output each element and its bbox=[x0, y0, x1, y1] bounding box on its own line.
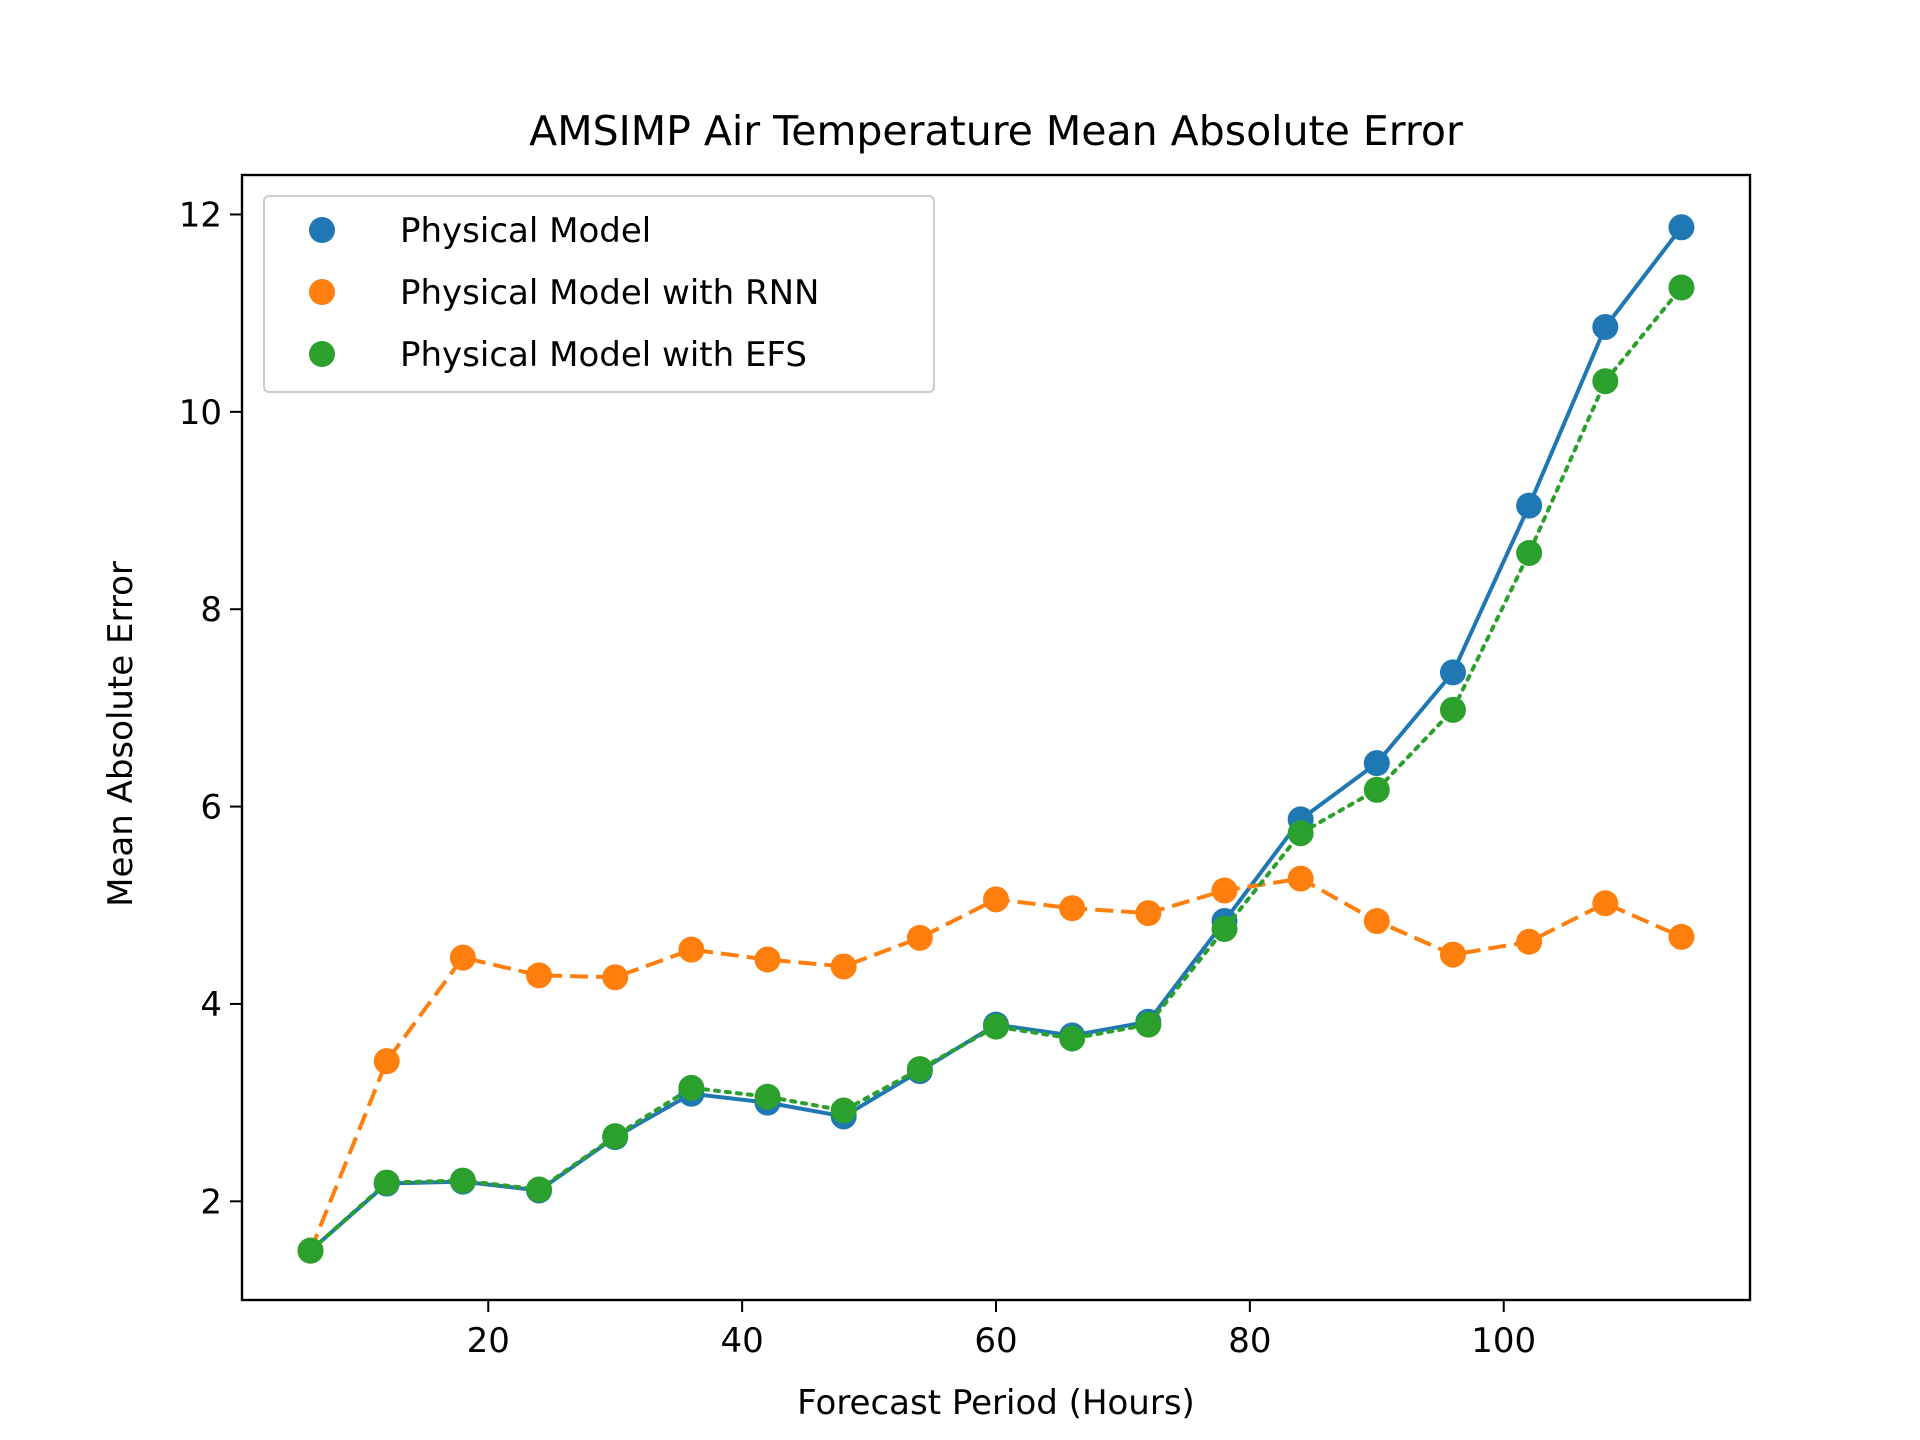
data-point bbox=[1135, 1011, 1162, 1038]
data-point bbox=[1516, 539, 1543, 566]
x-axis-label: Forecast Period (Hours) bbox=[797, 1383, 1195, 1423]
data-point bbox=[1287, 820, 1314, 847]
y-tick-label: 6 bbox=[200, 788, 222, 828]
legend-marker bbox=[309, 279, 335, 305]
data-point bbox=[1059, 895, 1086, 922]
data-point bbox=[1439, 659, 1466, 686]
legend-label: Physical Model bbox=[400, 211, 651, 251]
x-tick-label: 40 bbox=[720, 1321, 763, 1361]
data-point bbox=[449, 944, 476, 971]
data-point bbox=[983, 886, 1009, 913]
data-point bbox=[602, 1123, 629, 1150]
data-point bbox=[1363, 908, 1390, 935]
data-point bbox=[1516, 492, 1543, 519]
data-point bbox=[906, 1056, 933, 1083]
y-tick-label: 12 bbox=[179, 195, 222, 235]
data-point bbox=[1439, 941, 1466, 968]
data-point bbox=[373, 1048, 400, 1075]
legend: Physical Model Physical Model with RNN Phy… bbox=[263, 195, 935, 393]
data-point bbox=[1287, 865, 1314, 892]
legend-box bbox=[263, 195, 935, 393]
series-line bbox=[308, 876, 1683, 1252]
y-tick-label: 10 bbox=[179, 393, 222, 433]
data-point bbox=[1363, 776, 1390, 803]
data-point bbox=[1439, 696, 1466, 723]
data-point bbox=[678, 1074, 705, 1101]
data-point bbox=[1592, 313, 1619, 340]
x-tick-label: 80 bbox=[1228, 1321, 1271, 1361]
data-point bbox=[526, 1176, 553, 1203]
x-axis: 20 40 60 80 100 bbox=[467, 1300, 1536, 1361]
data-point bbox=[1516, 928, 1543, 955]
data-point bbox=[449, 1167, 476, 1194]
series-line bbox=[308, 285, 1684, 1253]
legend-marker bbox=[309, 341, 335, 367]
series-3 bbox=[297, 274, 1695, 1264]
legend-label: Physical Model with RNN bbox=[400, 273, 819, 313]
x-tick-label: 60 bbox=[974, 1321, 1017, 1361]
data-point bbox=[830, 953, 857, 980]
data-point bbox=[983, 1013, 1009, 1040]
legend-item: Physical Model with EFS bbox=[309, 335, 807, 375]
data-point bbox=[678, 936, 705, 963]
series-layer bbox=[297, 214, 1695, 1264]
data-point bbox=[373, 1169, 400, 1196]
legend-item: Physical Model with RNN bbox=[309, 273, 819, 313]
y-axis-label: Mean Absolute Error bbox=[101, 561, 141, 907]
y-tick-label: 8 bbox=[200, 590, 222, 630]
data-point bbox=[1059, 1025, 1086, 1052]
data-point bbox=[754, 1083, 781, 1110]
data-point bbox=[526, 962, 553, 989]
data-point bbox=[1668, 274, 1695, 301]
data-point bbox=[1363, 750, 1390, 777]
x-tick-label: 20 bbox=[467, 1321, 510, 1361]
data-point bbox=[602, 964, 629, 991]
data-point bbox=[1668, 923, 1695, 950]
chart-title: AMSIMP Air Temperature Mean Absolute Err… bbox=[529, 107, 1463, 155]
data-point bbox=[1668, 214, 1695, 241]
series-2 bbox=[297, 865, 1695, 1264]
data-point bbox=[1592, 890, 1619, 917]
data-point bbox=[830, 1097, 857, 1124]
legend-label: Physical Model with EFS bbox=[400, 335, 807, 375]
legend-item: Physical Model bbox=[309, 211, 651, 251]
data-point bbox=[1211, 877, 1238, 904]
y-tick-label: 2 bbox=[200, 1182, 222, 1222]
data-point bbox=[1211, 915, 1238, 942]
y-axis: 2 4 6 8 10 12 bbox=[179, 195, 242, 1222]
legend-marker bbox=[309, 217, 335, 243]
x-tick-label: 100 bbox=[1471, 1321, 1536, 1361]
data-point bbox=[906, 924, 933, 951]
data-point bbox=[754, 946, 781, 973]
data-point bbox=[297, 1237, 324, 1264]
data-point bbox=[1592, 368, 1619, 395]
data-point bbox=[1135, 900, 1162, 927]
y-tick-label: 4 bbox=[200, 985, 222, 1025]
